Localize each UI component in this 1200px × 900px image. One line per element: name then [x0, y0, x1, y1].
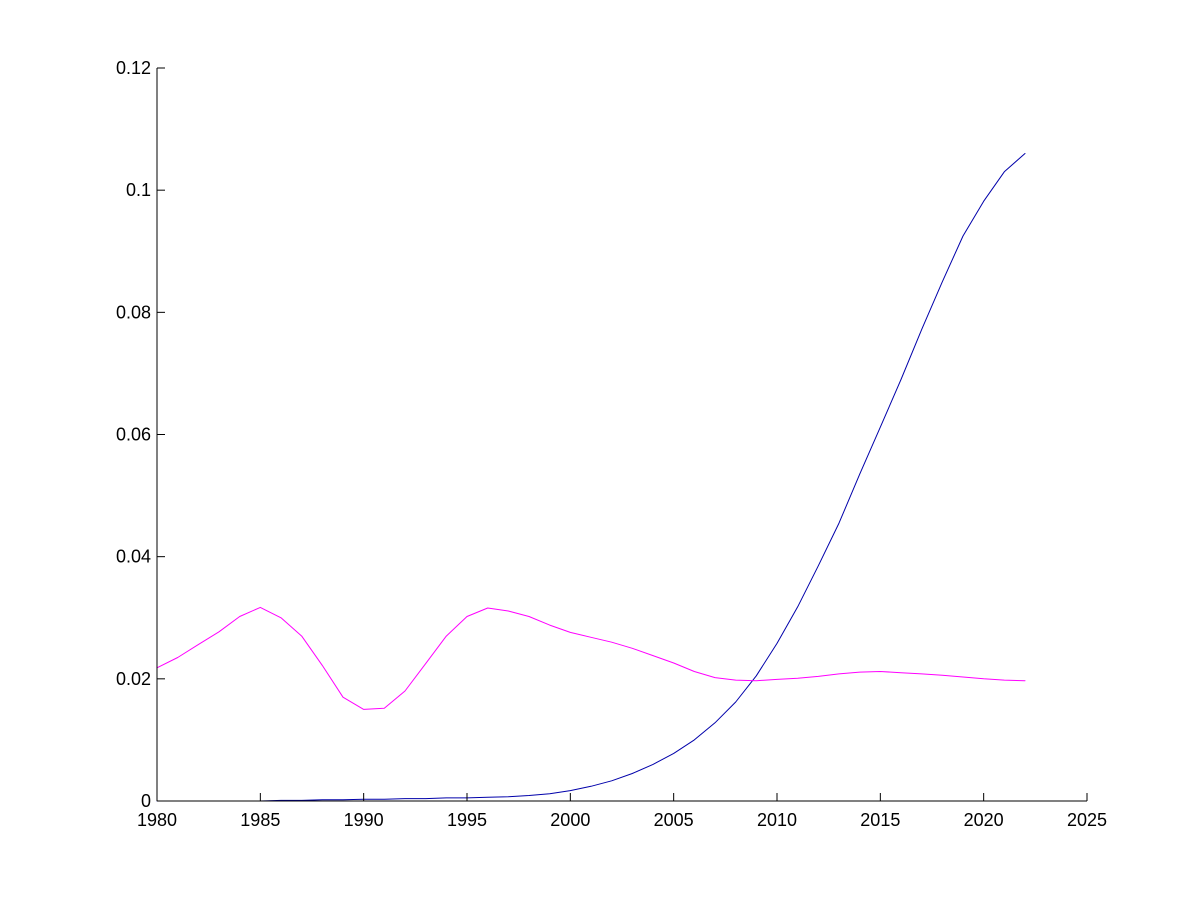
x-tick-label: 1990 — [344, 810, 384, 830]
x-tick-label: 2000 — [550, 810, 590, 830]
y-tick-label: 0.04 — [116, 547, 151, 567]
y-tick-label: 0.1 — [126, 180, 151, 200]
series-layer — [156, 153, 1026, 802]
tick-marks — [156, 67, 1088, 802]
series-line-2 — [156, 606, 1026, 710]
y-tick-label: 0 — [141, 791, 151, 811]
x-tick-label: 2025 — [1067, 810, 1107, 830]
y-tick-label: 0.02 — [116, 669, 151, 689]
x-tick-label: 1995 — [447, 810, 487, 830]
x-tick-label: 1980 — [137, 810, 177, 830]
x-tick-label: 2005 — [654, 810, 694, 830]
x-tick-label: 2010 — [757, 810, 797, 830]
series-line-1 — [156, 153, 1026, 802]
x-tick-label: 1985 — [240, 810, 280, 830]
y-tick-label: 0.12 — [116, 58, 151, 78]
x-tick-label: 2015 — [860, 810, 900, 830]
y-tick-label: 0.08 — [116, 302, 151, 322]
x-tick-label: 2020 — [964, 810, 1004, 830]
tick-labels: 1980 1985 1990 1995 2000 2005 2010 2015 2020 2025… — [116, 58, 1107, 830]
axes — [156, 68, 1087, 802]
y-tick-label: 0.06 — [116, 425, 151, 445]
